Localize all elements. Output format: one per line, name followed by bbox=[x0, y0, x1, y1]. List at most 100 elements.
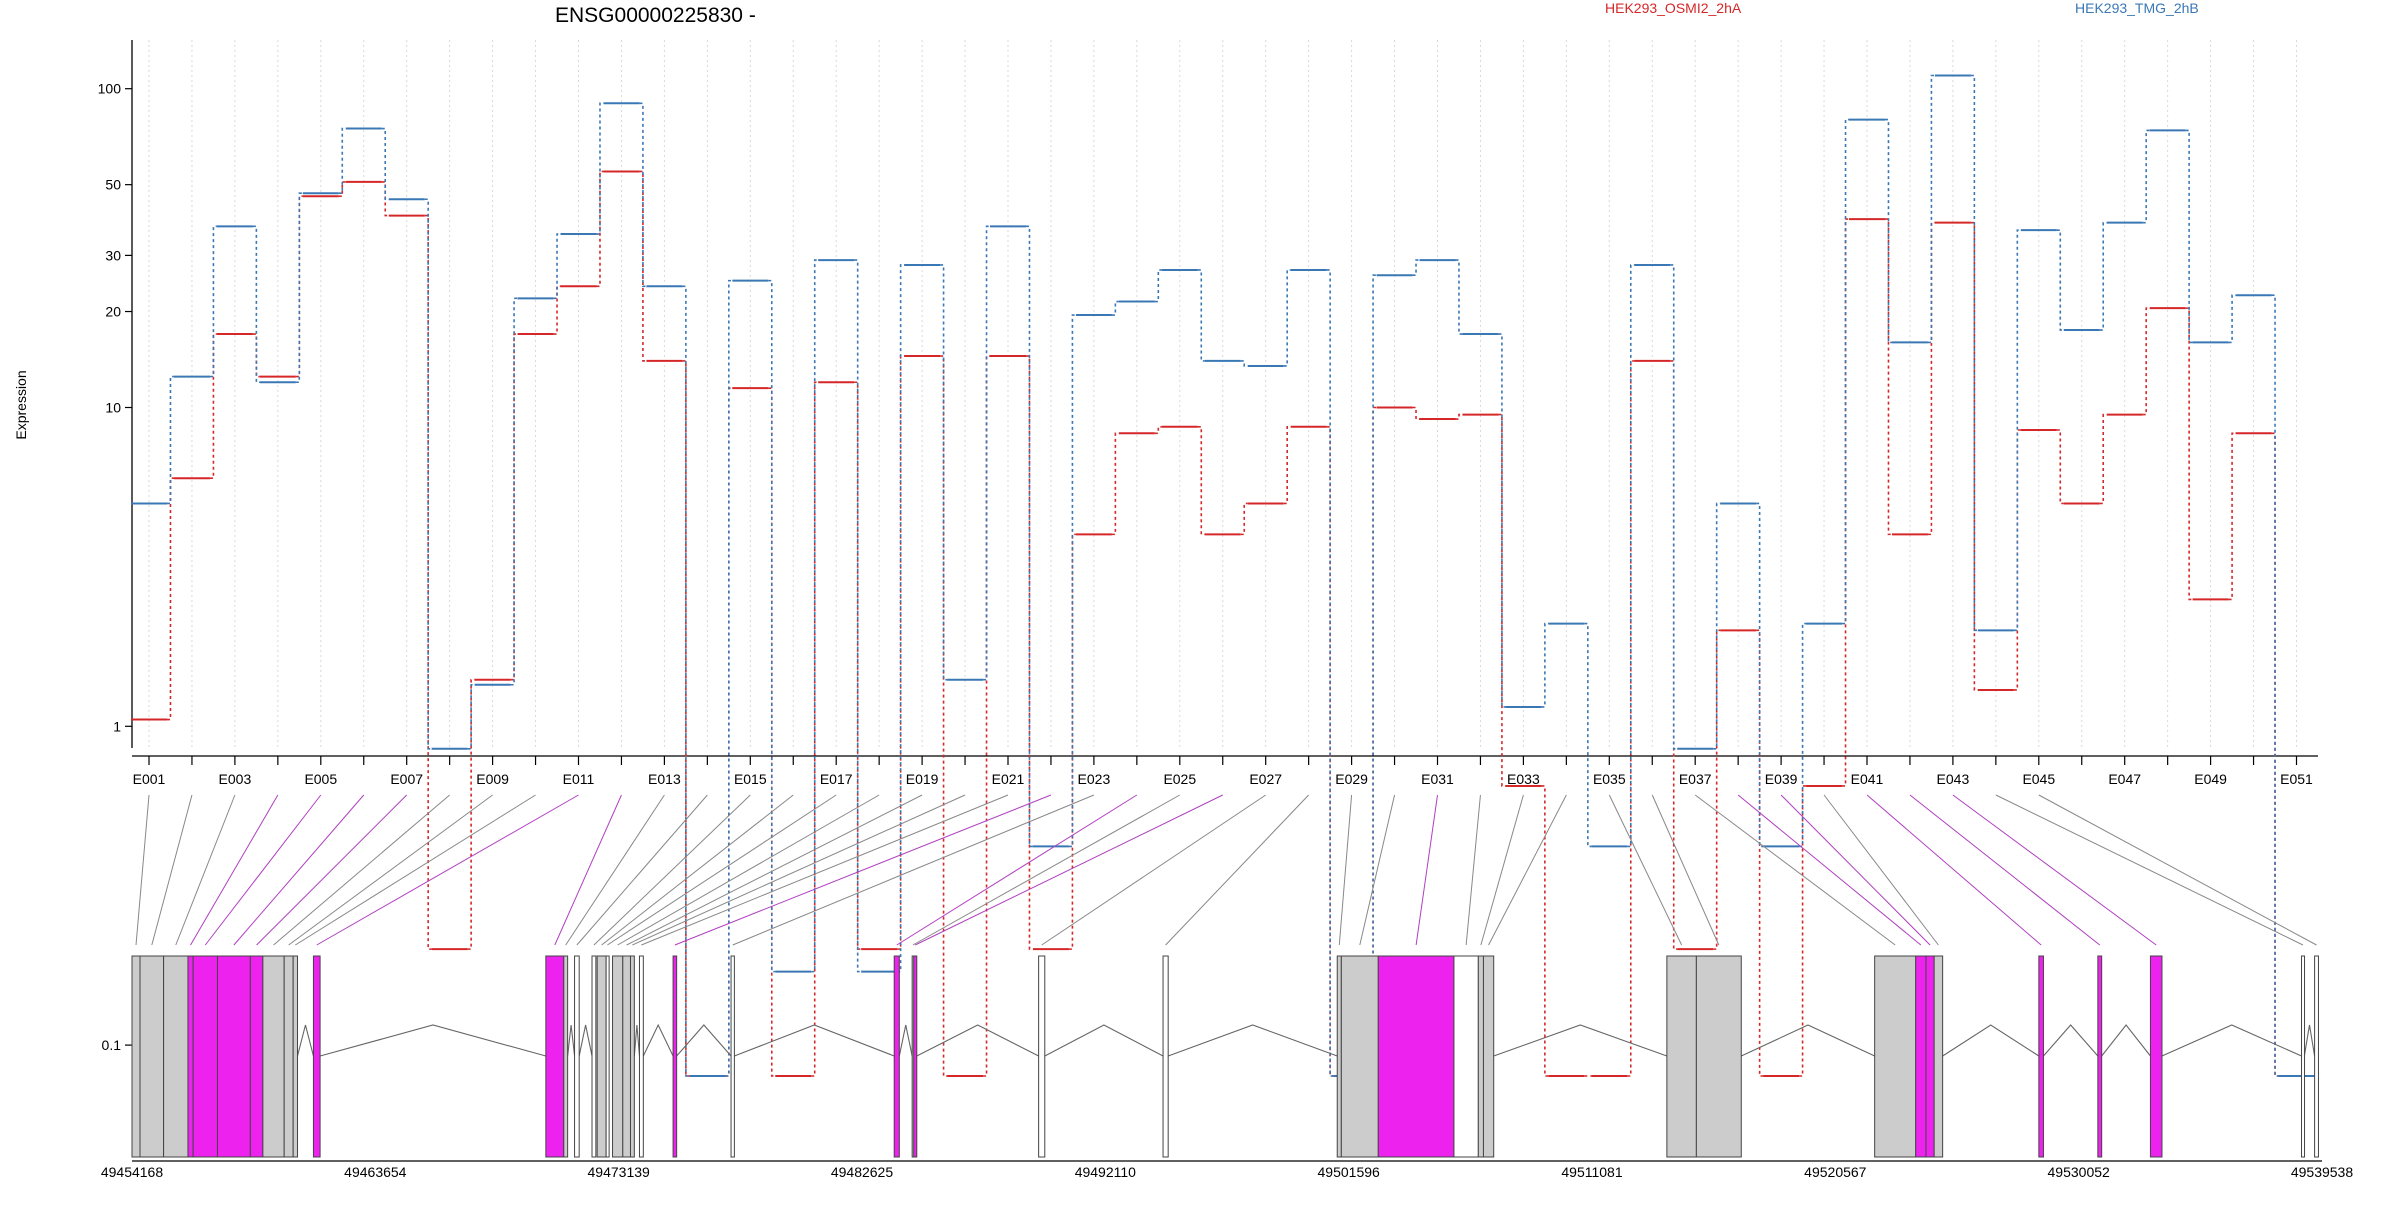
exon-box-E031 bbox=[1377, 955, 1455, 1158]
exon-box-E039 bbox=[1925, 955, 1935, 1158]
exon-box-E006 bbox=[216, 955, 251, 1158]
x-tick-label-E043: E043 bbox=[1937, 771, 1970, 787]
axes: 0.1 1 10 20 30 50 100 E001 E003 E005 E007 E009 E011 E… bbox=[98, 40, 2318, 1053]
gene-model-track: 49454168 49463654 49473139 49482625 49492110… bbox=[101, 955, 2354, 1180]
connector-HEK293_OSMI2_2hA-E046 bbox=[2099, 413, 2107, 505]
connector-HEK293_OSMI2_2hA-E018 bbox=[897, 355, 905, 950]
y-tick-label: 0.1 bbox=[102, 1037, 122, 1053]
intron-E021 bbox=[642, 1023, 674, 1057]
intron-E044 bbox=[2303, 1024, 2316, 1057]
legend-label-tmg[interactable]: HEK293_TMG_2hB bbox=[2075, 0, 2199, 16]
x-tick-label-E001: E001 bbox=[133, 771, 166, 787]
connector-HEK293_TMG_2hB-E006 bbox=[381, 127, 389, 201]
connector-HEK293_OSMI2_2hA-E001 bbox=[167, 477, 174, 721]
coordinate-label: 49539538 bbox=[2291, 1164, 2354, 1180]
connector-HEK293_OSMI2_2hA-E007 bbox=[424, 214, 432, 950]
connector-HEK293_OSMI2_2hA-E049 bbox=[2228, 432, 2236, 601]
intron-E014 bbox=[578, 1024, 593, 1057]
coordinate-label: 49511081 bbox=[1561, 1164, 1622, 1180]
connector-line-E015 bbox=[593, 794, 751, 946]
legend-label-osmi2[interactable]: HEK293_OSMI2_2hA bbox=[1605, 0, 1742, 16]
connector-HEK293_TMG_2hB-E030 bbox=[1412, 259, 1420, 277]
x-tick-label-E041: E041 bbox=[1851, 771, 1884, 787]
connector-HEK293_TMG_2hB-E042 bbox=[1927, 74, 1935, 344]
connector-line-E027 bbox=[1041, 794, 1266, 946]
connector-HEK293_TMG_2hB-E028 bbox=[1326, 269, 1334, 1077]
exon-box-E034 bbox=[1482, 955, 1495, 1158]
connector-HEK293_OSMI2_2hA-E042 bbox=[1927, 221, 1935, 536]
series-HEK293_OSMI2_2hA bbox=[131, 170, 2315, 1077]
connector-HEK293_TMG_2hB-E041 bbox=[1885, 118, 1892, 344]
exon-box-E023 bbox=[730, 955, 735, 1158]
connector-line-E005 bbox=[204, 794, 322, 946]
x-tick-label-E033: E033 bbox=[1507, 771, 1540, 787]
coordinate-label: 49520567 bbox=[1804, 1164, 1867, 1180]
exon-box-E027 bbox=[1038, 955, 1046, 1158]
connector-line-E030 bbox=[1359, 794, 1396, 946]
exon-connectors bbox=[135, 794, 2317, 946]
exon-box-E004 bbox=[187, 955, 194, 1158]
connector-HEK293_TMG_2hB-E016 bbox=[811, 259, 819, 973]
connector-line-E003 bbox=[175, 794, 236, 946]
x-tick-label-E031: E031 bbox=[1421, 771, 1454, 787]
connector-HEK293_TMG_2hB-E013 bbox=[682, 285, 690, 1077]
coordinate-label: 49501596 bbox=[1318, 1164, 1381, 1180]
connector-HEK293_TMG_2hB-E047 bbox=[2142, 129, 2150, 224]
connector-HEK293_TMG_2hB-E049 bbox=[2228, 294, 2236, 344]
connector-HEK293_OSMI2_2hA-E039 bbox=[1799, 785, 1807, 1077]
connector-line-E045 bbox=[2038, 794, 2317, 946]
exon-box-E033 bbox=[1477, 955, 1484, 1158]
connector-HEK293_TMG_2hB-E011 bbox=[596, 102, 604, 235]
y-axis-label: Expression bbox=[13, 370, 29, 439]
exon-box-E014 bbox=[574, 955, 580, 1158]
connector-line-E014 bbox=[576, 794, 708, 946]
x-tick-label-E029: E029 bbox=[1335, 771, 1368, 787]
connector-line-E010 bbox=[295, 794, 536, 946]
intron-E042 bbox=[2101, 1024, 2151, 1057]
connector-line-E011 bbox=[316, 794, 579, 946]
connector-HEK293_OSMI2_2hA-E025 bbox=[1197, 425, 1205, 536]
x-tick-label-E039: E039 bbox=[1765, 771, 1798, 787]
exon-box-E043 bbox=[2149, 955, 2163, 1158]
connector-HEK293_OSMI2_2hA-E015 bbox=[768, 387, 776, 1077]
connector-HEK293_TMG_2hB-E043 bbox=[1970, 74, 1978, 632]
exon-box-E011 bbox=[312, 955, 321, 1158]
x-tick-label-E007: E007 bbox=[390, 771, 423, 787]
x-tick-label-E009: E009 bbox=[476, 771, 509, 787]
connector-HEK293_OSMI2_2hA-E005 bbox=[338, 181, 346, 198]
connector-line-E013 bbox=[565, 794, 665, 946]
connector-line-E026 bbox=[915, 794, 1223, 946]
connector-HEK293_OSMI2_2hA-E024 bbox=[1154, 425, 1162, 435]
exon-box-E008 bbox=[262, 955, 285, 1158]
intron-E041 bbox=[2043, 1024, 2099, 1057]
connector-line-E023 bbox=[732, 794, 1095, 946]
connector-HEK293_TMG_2hB-E026 bbox=[1240, 360, 1248, 367]
connector-HEK293_TMG_2hB-E022 bbox=[1068, 314, 1076, 848]
exon-box-E010 bbox=[292, 955, 299, 1158]
connector-HEK293_OSMI2_2hA-E040 bbox=[1842, 218, 1849, 787]
connector-HEK293_TMG_2hB-E038 bbox=[1756, 502, 1764, 848]
intron-E040 bbox=[1942, 1024, 2040, 1057]
chart-title: ENSG00000225830 - bbox=[555, 4, 756, 27]
connector-HEK293_OSMI2_2hA-E035 bbox=[1627, 360, 1635, 1077]
exon-box-E030 bbox=[1340, 955, 1379, 1158]
connector-HEK293_TMG_2hB-E032 bbox=[1498, 333, 1506, 708]
connector-HEK293_TMG_2hB-E005 bbox=[338, 127, 346, 195]
connector-HEK293_TMG_2hB-E017 bbox=[854, 259, 862, 973]
exon-box-E007 bbox=[249, 955, 264, 1158]
connector-line-E025 bbox=[912, 794, 1181, 946]
connector-HEK293_TMG_2hB-E025 bbox=[1197, 269, 1205, 362]
connector-HEK293_OSMI2_2hA-E047 bbox=[2142, 307, 2150, 416]
intron-E023 bbox=[734, 1024, 895, 1057]
exon-box-E032 bbox=[1453, 955, 1479, 1158]
connector-line-E038 bbox=[1737, 794, 1922, 946]
connector-HEK293_OSMI2_2hA-E038 bbox=[1756, 629, 1764, 1077]
series-HEK293_TMG_2hB bbox=[131, 74, 2315, 1077]
connector-HEK293_TMG_2hB-E044 bbox=[2013, 229, 2021, 632]
connector-HEK293_TMG_2hB-E035 bbox=[1627, 264, 1635, 848]
coordinate-label: 49492110 bbox=[1075, 1164, 1136, 1180]
connector-HEK293_TMG_2hB-E014 bbox=[725, 279, 733, 1077]
connector-line-E016 bbox=[601, 794, 794, 946]
connector-HEK293_TMG_2hB-E031 bbox=[1455, 259, 1463, 335]
connector-line-E032 bbox=[1465, 794, 1481, 946]
